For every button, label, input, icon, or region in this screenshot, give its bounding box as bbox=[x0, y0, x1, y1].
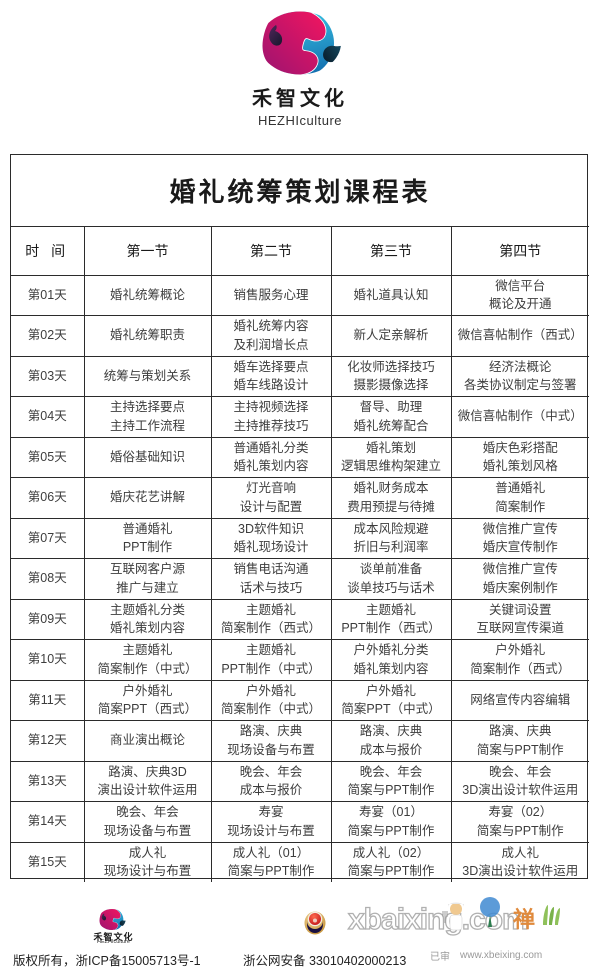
svg-text:禅: 禅 bbox=[512, 907, 535, 932]
